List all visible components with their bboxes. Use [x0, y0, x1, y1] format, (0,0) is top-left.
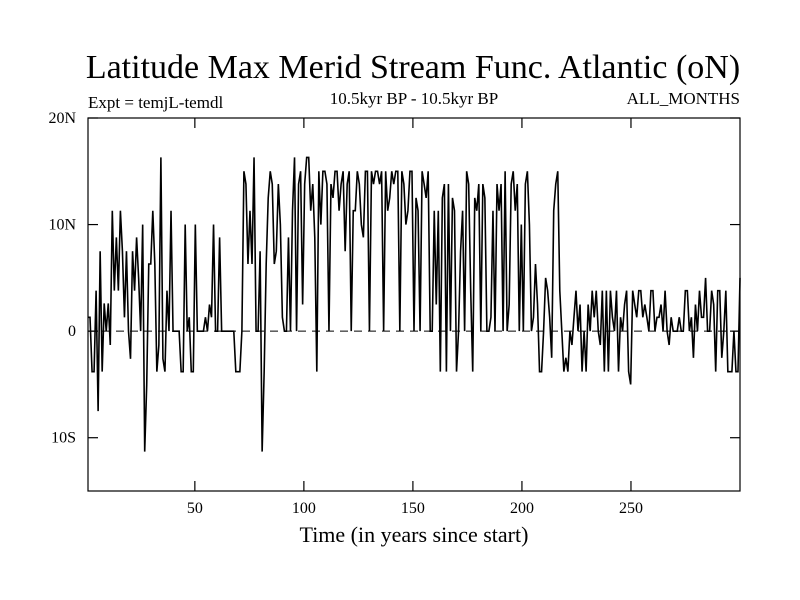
- x-tick-label: 100: [292, 500, 316, 517]
- chart-title: Latitude Max Merid Stream Func. Atlantic…: [86, 49, 740, 86]
- y-tick-label: 0: [68, 323, 76, 340]
- x-axis-label: Time (in years since start): [300, 522, 529, 547]
- x-axis: 50 100 150 200 250: [187, 118, 643, 517]
- series-line: [88, 156, 741, 452]
- x-tick-label: 250: [619, 500, 643, 517]
- period-label: 10.5kyr BP - 10.5kyr BP: [330, 89, 498, 108]
- y-axis: 20N 10N 0 10S: [48, 110, 740, 447]
- x-tick-label: 150: [401, 500, 425, 517]
- experiment-label: Expt = temjL-temdl: [88, 93, 223, 112]
- y-tick-label: 20N: [48, 110, 76, 127]
- x-tick-label: 50: [187, 500, 203, 517]
- plot-frame: [87, 117, 741, 492]
- months-label: ALL_MONTHS: [627, 89, 740, 108]
- y-tick-label: 10N: [48, 217, 76, 234]
- y-tick-label: 10S: [51, 430, 76, 447]
- x-tick-label: 200: [510, 500, 534, 517]
